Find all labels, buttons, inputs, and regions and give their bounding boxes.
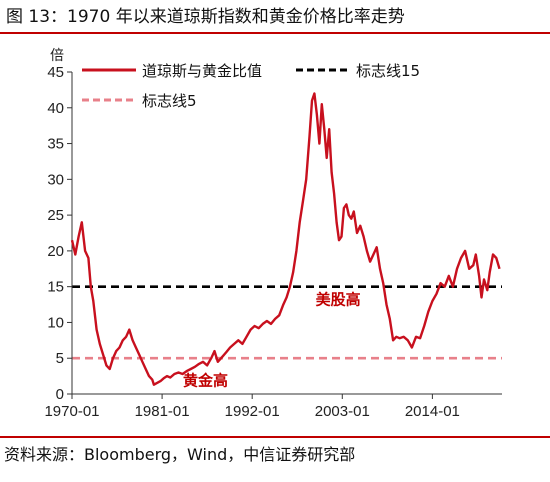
legend-label-line5: 标志线5 [142, 92, 197, 110]
y-tick-label: 10 [47, 314, 64, 331]
x-axis-ticks: 1970-01 1981-01 1992-01 2003-01 2014-01 [44, 394, 460, 420]
annotations: 美股高 黄金高 [183, 291, 361, 390]
x-tick-label: 1981-01 [135, 403, 190, 420]
y-tick-label: 45 [47, 64, 64, 81]
x-tick-label: 1992-01 [225, 403, 280, 420]
y-tick-label: 30 [47, 171, 64, 188]
y-tick-label: 25 [47, 207, 64, 224]
y-tick-label: 0 [56, 386, 64, 403]
chart-title: 图 13：1970 年以来道琼斯指数和黄金价格比率走势 [6, 7, 405, 27]
legend-label-line15: 标志线15 [356, 62, 420, 80]
y-tick-label: 20 [47, 243, 64, 260]
x-tick-label: 2003-01 [315, 403, 370, 420]
annotation-stock-high: 美股高 [316, 291, 361, 309]
source-note: 资料来源：Bloomberg，Wind，中信证券研究部 [4, 445, 356, 464]
y-axis-unit-label: 倍 [50, 48, 64, 64]
series-line-dow-gold-ratio [70, 92, 501, 386]
legend: 道琼斯与黄金比值 标志线15 标志线5 [82, 62, 420, 110]
y-axis-ticks: 0 5 10 15 20 25 30 35 40 45 [47, 64, 72, 403]
reference-lines [72, 285, 502, 360]
y-tick-label: 15 [47, 279, 64, 296]
source-divider [0, 436, 550, 438]
x-tick-label: 1970-01 [44, 403, 99, 420]
y-tick-label: 40 [47, 100, 64, 117]
y-tick-label: 35 [47, 136, 64, 153]
title-divider [0, 32, 550, 34]
axes: 倍 [50, 48, 502, 395]
annotation-gold-high: 黄金高 [183, 371, 228, 389]
legend-label-ratio: 道琼斯与黄金比值 [142, 62, 262, 80]
y-tick-label: 5 [56, 350, 64, 367]
dow-gold-ratio-chart: 倍 0 5 10 15 20 25 30 35 40 45 1970-01 1981-01 1992-… [44, 48, 502, 420]
x-tick-label: 2014-01 [405, 403, 460, 420]
